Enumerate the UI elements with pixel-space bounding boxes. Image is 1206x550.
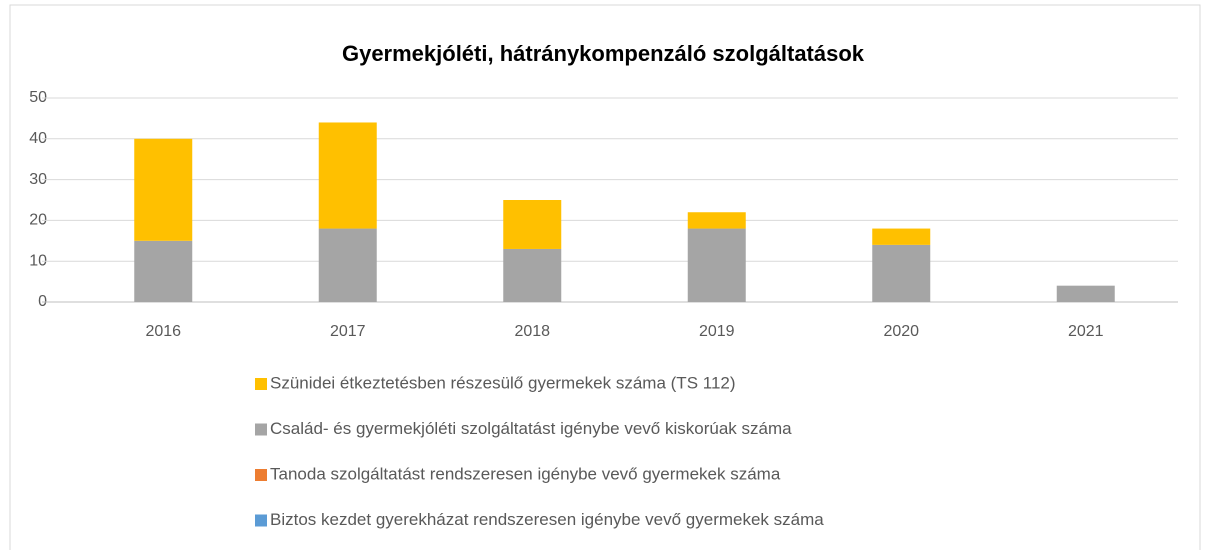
- bar-segment: [872, 244, 931, 302]
- bar-segment: [687, 228, 746, 302]
- y-tick-label: 40: [29, 130, 47, 147]
- bar-segment: [134, 240, 193, 302]
- y-tick-label: 30: [29, 171, 47, 188]
- chart-frame: [9, 4, 1201, 550]
- y-tick-label: 50: [29, 89, 47, 106]
- legend-label: Szünidei étkeztetésben részesülő gyermek…: [270, 373, 736, 392]
- x-tick-label: 2017: [330, 323, 366, 340]
- bar-segment: [503, 248, 562, 302]
- x-tick-label: 2019: [699, 323, 735, 340]
- legend-label: Biztos kezdet gyerekházat rendszeresen i…: [270, 510, 824, 529]
- x-tick-label: 2020: [883, 323, 919, 340]
- legend-swatch: [255, 378, 267, 390]
- legend-label: Tanoda szolgáltatást rendszeresen igényb…: [270, 464, 781, 483]
- legend-swatch: [255, 423, 267, 436]
- bar-segment: [318, 122, 377, 229]
- bar-segment: [1056, 285, 1115, 302]
- legend-swatch: [255, 514, 267, 527]
- x-tick-label: 2021: [1068, 323, 1104, 340]
- bar-segment: [134, 138, 193, 241]
- y-tick-label: 10: [29, 252, 47, 269]
- legend-swatch: [255, 469, 267, 481]
- x-tick-label: 2016: [145, 323, 181, 340]
- bar-segment: [503, 200, 562, 249]
- bar-segment: [872, 228, 931, 245]
- y-tick-label: 20: [29, 212, 47, 229]
- legend-label: Család- és gyermekjóléti szolgáltatást i…: [270, 419, 792, 438]
- bar-segment: [687, 212, 746, 229]
- chart-title: Gyermekjóléti, hátránykompenzáló szolgál…: [342, 41, 865, 66]
- bar-segment: [318, 228, 377, 302]
- x-tick-label: 2018: [514, 323, 550, 340]
